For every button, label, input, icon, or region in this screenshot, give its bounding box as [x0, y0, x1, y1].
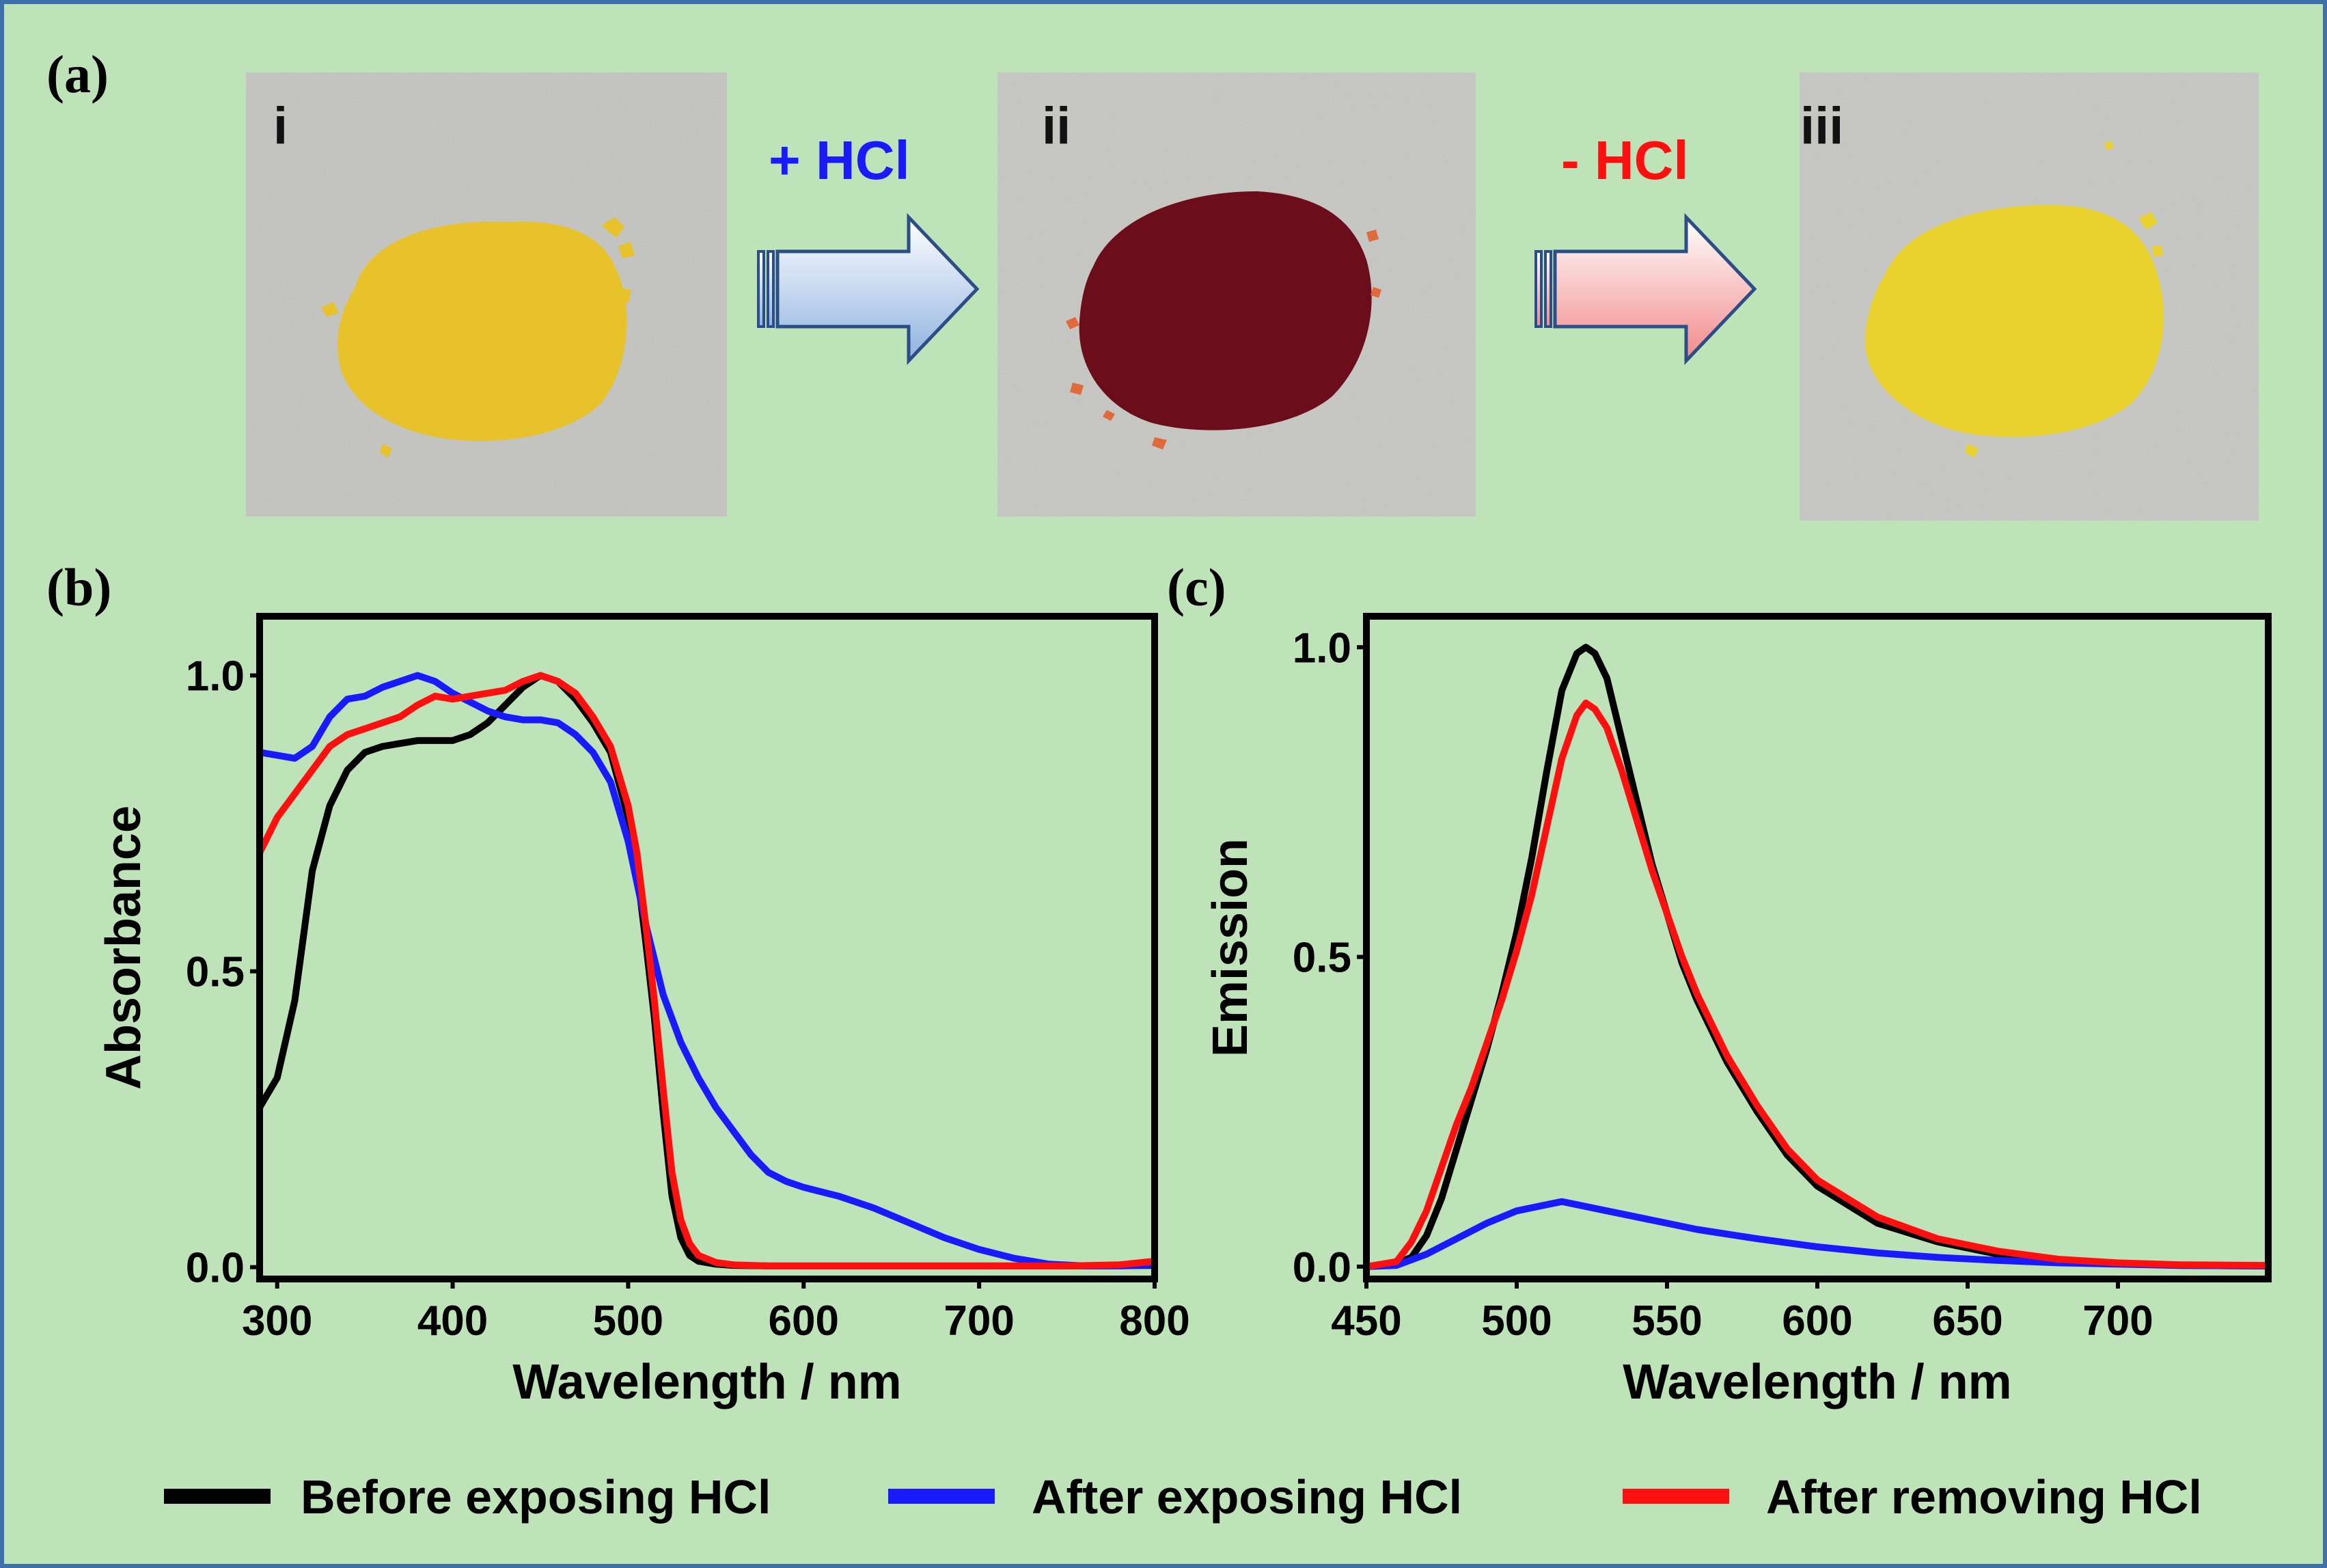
x-tick-label: 550 [1631, 1297, 1702, 1345]
absorbance-chart: 300 400 500 600 700 800 0.0 0.5 1.0 Wavelength /… [96, 613, 1190, 1409]
x-tick-label: 700 [2082, 1297, 2153, 1345]
sample-powder-i [338, 221, 627, 441]
x-tick-label: 300 [242, 1297, 312, 1345]
x-tick-label: 600 [769, 1297, 839, 1345]
step-add-hcl: + HCl [757, 130, 980, 366]
series-line-3 [256, 672, 1155, 1269]
arrow-right-icon [757, 212, 980, 366]
x-tick-label: 500 [593, 1297, 663, 1345]
emission-chart: 450 500 550 600 650 700 0.0 0.5 1.0 Wavelength /… [1203, 613, 2272, 1409]
legend-label-after-removing: After removing HCl [1766, 1470, 2202, 1524]
x-tick-label: 600 [1782, 1297, 1852, 1345]
legend-label-after-exposing: After exposing HCl [1032, 1470, 1462, 1524]
y-tick-label: 0.0 [1293, 1244, 1351, 1291]
y-tick-label: 0.5 [186, 949, 245, 996]
photo-iii: iii [1800, 72, 2259, 521]
photo-ii: ii [997, 72, 1476, 517]
legend-item-after-removing: After removing HCl [1623, 1470, 2202, 1524]
series-line-2 [259, 672, 1155, 1269]
arrow-right-icon [1534, 212, 1757, 366]
panel-a-label: (a) [46, 44, 109, 104]
step-remove-hcl: - HCl [1534, 130, 1757, 366]
y-tick-label: 0.5 [1293, 935, 1351, 982]
sample-powder-ii [1079, 191, 1372, 430]
x-tick-label: 650 [1932, 1297, 2002, 1345]
x-tick-label: 500 [1481, 1297, 1552, 1345]
x-axis-title: Wavelength / nm [512, 1355, 901, 1409]
y-axis-title: Absorbance [96, 806, 151, 1090]
series-line-2 [1366, 1198, 2269, 1270]
y-tick-label: 1.0 [186, 653, 245, 700]
sample-powder-iii [1865, 205, 2164, 437]
panel-b-label: (b) [46, 558, 111, 617]
photo-label-iii: iii [1800, 97, 1843, 155]
photo-label-i: i [273, 97, 288, 155]
x-axis-title: Wavelength / nm [1623, 1355, 2011, 1409]
photo-label-ii: ii [1042, 97, 1071, 155]
series-line-3 [1366, 699, 2269, 1270]
x-tick-label: 800 [1119, 1297, 1189, 1345]
y-axis-title: Emission [1203, 838, 1258, 1057]
photo-i: i [246, 72, 727, 517]
step-label-remove: - HCl [1561, 130, 1689, 191]
x-tick-label: 450 [1331, 1297, 1401, 1345]
legend-item-before: Before exposing HCl [164, 1470, 771, 1524]
x-tick-label: 700 [944, 1297, 1014, 1345]
step-label-add: + HCl [769, 130, 910, 191]
y-tick-label: 0.0 [186, 1245, 245, 1292]
y-tick-label: 1.0 [1293, 624, 1351, 672]
series-line-1 [1366, 644, 2269, 1270]
legend-item-after-exposing: After exposing HCl [888, 1470, 1462, 1524]
legend: Before exposing HCl After exposing HCl A… [164, 1470, 2202, 1524]
panel-c-label: (c) [1167, 558, 1226, 617]
plot-frame [256, 613, 1158, 1282]
x-tick-label: 400 [417, 1297, 488, 1345]
legend-label-before: Before exposing HCl [301, 1470, 771, 1524]
